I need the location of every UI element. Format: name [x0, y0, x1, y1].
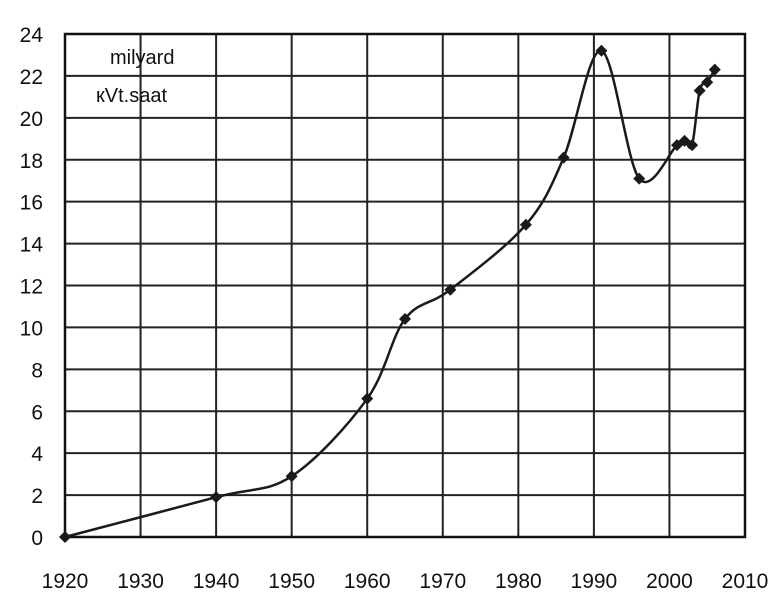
- y-tick-label: 2: [31, 485, 43, 508]
- y-tick-label: 24: [20, 24, 44, 47]
- x-tick-label: 1990: [571, 570, 618, 593]
- x-tick-label: 2000: [646, 570, 693, 593]
- unit-label-line-2: кVt.saat: [96, 85, 167, 107]
- y-tick-label: 4: [31, 443, 43, 466]
- y-tick-label: 0: [31, 527, 43, 550]
- data-point-marker: [557, 151, 570, 164]
- data-point-marker: [595, 44, 608, 57]
- data-point-marker: [686, 139, 699, 152]
- data-point-marker: [285, 470, 298, 483]
- data-point-marker: [633, 172, 646, 185]
- y-tick-label: 8: [31, 359, 43, 382]
- y-tick-label: 22: [20, 66, 43, 89]
- y-tick-label: 10: [20, 317, 43, 340]
- data-point-marker: [708, 63, 721, 76]
- data-point-marker: [59, 531, 71, 543]
- data-point-marker: [210, 491, 223, 504]
- series-line: [64, 49, 716, 539]
- unit-label: milyard кVt.saat: [96, 47, 174, 107]
- series: [59, 44, 721, 543]
- data-point-marker: [361, 392, 374, 405]
- grid: [64, 33, 746, 538]
- data-point-marker: [519, 218, 532, 231]
- data-point-marker: [399, 313, 411, 326]
- x-tick-label: 1980: [495, 570, 542, 593]
- y-tick-label: 6: [31, 401, 43, 424]
- y-tick-label: 14: [20, 234, 44, 257]
- data-point-marker: [444, 283, 457, 296]
- y-tick-label: 12: [20, 276, 43, 299]
- y-tick-label: 16: [20, 192, 43, 215]
- data-point-marker: [693, 84, 706, 97]
- y-tick-label: 20: [20, 108, 43, 131]
- x-tick-label: 1970: [419, 570, 466, 593]
- x-tick-label: 1940: [193, 570, 240, 593]
- data-point-marker: [701, 76, 714, 89]
- y-tick-label: 18: [20, 150, 43, 173]
- x-tick-label: 2010: [722, 570, 769, 593]
- x-axis-ticks: 1920 1930 1940 1950 1960 1970 1980 1990 2000 2010: [42, 570, 769, 593]
- x-tick-label: 1930: [117, 570, 164, 593]
- x-tick-label: 1950: [268, 570, 315, 593]
- x-tick-label: 1960: [344, 570, 391, 593]
- unit-label-line-1: milyard: [110, 47, 174, 69]
- x-tick-label: 1920: [42, 570, 89, 593]
- plot-frame: [63, 32, 747, 539]
